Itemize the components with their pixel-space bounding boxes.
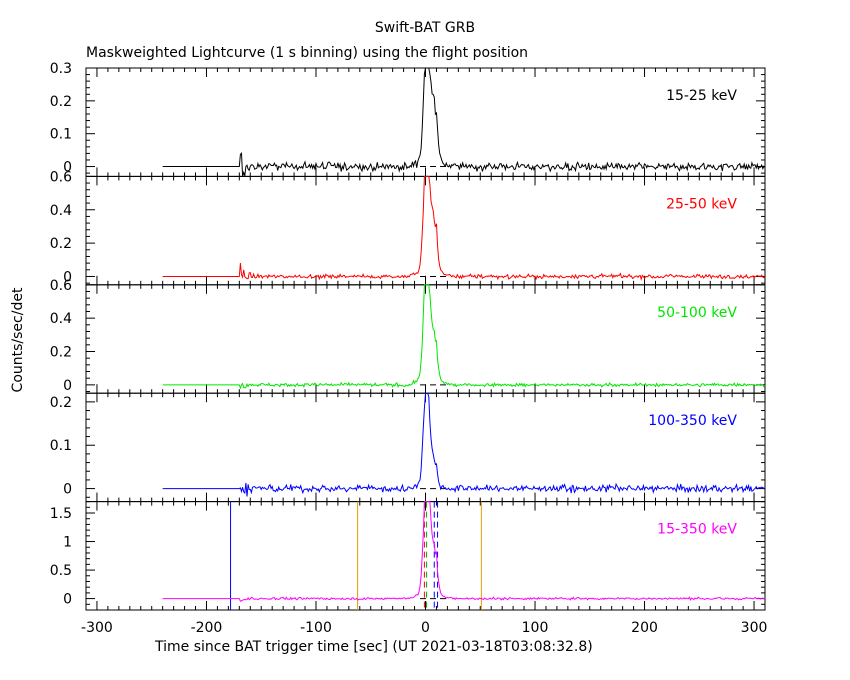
- band-label: 50-100 keV: [657, 305, 737, 321]
- y-tick-label: 0: [63, 378, 72, 394]
- y-tick-label: 0.6: [50, 169, 72, 185]
- y-tick-label: 0.5: [50, 563, 72, 579]
- y-tick-label: 0: [63, 269, 72, 285]
- y-tick-label: 0.1: [50, 127, 72, 143]
- lightcurve-series: [162, 67, 766, 177]
- chart-subtitle: Maskweighted Lightcurve (1 s binning) us…: [86, 45, 529, 61]
- y-tick-label: 0.3: [50, 61, 72, 77]
- x-tick-label: -100: [300, 620, 332, 636]
- x-tick-label: 200: [631, 620, 658, 636]
- y-tick-label: 0.1: [50, 438, 72, 454]
- x-tick-label: 0: [421, 620, 430, 636]
- y-tick-label: 0.2: [50, 345, 72, 361]
- lightcurve-series: [162, 175, 766, 282]
- y-tick-label: 0.2: [50, 395, 72, 411]
- x-tick-label: 100: [522, 620, 549, 636]
- y-tick-label: 0.4: [50, 311, 72, 327]
- y-tick-label: 0.6: [50, 278, 72, 294]
- y-tick-label: 1.5: [50, 506, 72, 522]
- panel-frame: [85, 175, 766, 286]
- y-tick-label: 0: [63, 160, 72, 176]
- band-label: 100-350 keV: [648, 413, 737, 429]
- panel-frame: [85, 67, 766, 177]
- panel-frame: [85, 392, 766, 503]
- y-tick-label: 0.4: [50, 203, 72, 219]
- band-label: 25-50 keV: [666, 196, 737, 212]
- panel-frame: [85, 284, 766, 394]
- x-axis-label: Time since BAT trigger time [sec] (UT 20…: [155, 639, 593, 655]
- lightcurve-series: [162, 501, 766, 602]
- band-label: 15-25 keV: [666, 88, 737, 104]
- x-tick-label: -200: [191, 620, 223, 636]
- y-tick-label: 1: [63, 535, 72, 551]
- lightcurve-series: [162, 392, 766, 497]
- y-tick-label: 0.2: [50, 94, 72, 110]
- y-tick-label: 0.2: [50, 236, 72, 252]
- y-tick-label: 0: [63, 592, 72, 608]
- x-tick-label: -300: [81, 620, 113, 636]
- panel-frame: [85, 501, 766, 611]
- chart-title: Swift-BAT GRB: [374, 20, 476, 36]
- band-label: 15-350 keV: [657, 522, 737, 538]
- lightcurve-series: [162, 284, 766, 390]
- y-axis-label: Counts/sec/det: [10, 287, 26, 393]
- y-tick-label: 0: [63, 482, 72, 498]
- x-tick-label: 300: [741, 620, 768, 636]
